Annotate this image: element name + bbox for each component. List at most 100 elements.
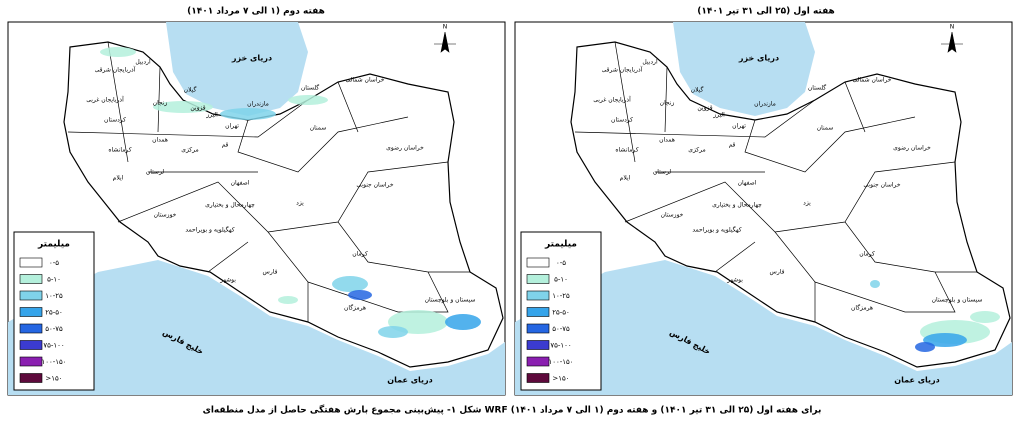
- legend-swatch: [19, 340, 43, 350]
- legend-label: ۱۰-۲۵: [45, 292, 63, 300]
- precip-area: [332, 276, 368, 292]
- legend-label: ۲۵-۵۰: [45, 309, 63, 317]
- province-label: خراسان رضوی: [386, 145, 424, 152]
- province-label: مرکزی: [688, 147, 705, 154]
- province-label: البرز: [205, 112, 218, 119]
- province-label: یزد: [296, 200, 304, 207]
- legend-swatch: [19, 290, 43, 301]
- province-label: خراسان جنوبی: [356, 182, 393, 189]
- iran-border: [570, 41, 1011, 368]
- province-label: زنجان: [660, 100, 675, 107]
- precip-area: [288, 95, 328, 105]
- province-label: البرز: [712, 112, 725, 119]
- legend-label: ۵۰-۷۵: [552, 325, 570, 333]
- province-label: همدان: [659, 137, 675, 144]
- province-label: خراسان رضوی: [893, 145, 931, 152]
- legend-label: >۱۵۰: [45, 375, 62, 383]
- province-label: ایلام: [620, 175, 631, 182]
- province-label: تهران: [732, 123, 746, 130]
- north-label: N: [443, 24, 448, 31]
- province-label: اصفهان: [738, 180, 757, 187]
- province-label: قم: [729, 142, 736, 149]
- province-label: گیلان: [184, 86, 197, 94]
- legend-swatch: [19, 257, 43, 268]
- legend-swatch: [526, 323, 550, 334]
- legend-label: ۱۰۰-۱۵۰: [548, 358, 573, 366]
- sea: [515, 260, 1012, 395]
- province-label: بوشهر: [219, 277, 236, 284]
- precip-area: [870, 280, 880, 288]
- province-label: یزد: [803, 200, 811, 207]
- province-label: قزوین: [697, 105, 712, 112]
- province-label: فارس: [263, 269, 278, 276]
- province-label: سمنان: [310, 125, 327, 132]
- province-label: مرکزی: [181, 147, 198, 154]
- province-label: کرمانشاه: [108, 147, 131, 154]
- precip-area: [100, 47, 136, 57]
- legend-label: ۰-۵: [49, 259, 59, 267]
- legend-label: ۵-۱۰: [554, 276, 568, 284]
- legend-swatch: [526, 257, 550, 268]
- legend-swatch: [19, 356, 43, 367]
- province-label: قم: [222, 142, 229, 149]
- province-label: مازندران: [247, 101, 269, 108]
- province-label: اردبیل: [642, 59, 658, 66]
- province-label: سمنان: [817, 125, 834, 132]
- legend-label: ۱۰-۲۵: [552, 292, 570, 300]
- province-label: هرمزگان: [344, 304, 366, 312]
- province-label: خوزستان: [661, 212, 684, 219]
- panel-title: هفته دوم (۱ الی ۷ مرداد ۱۴۰۱): [187, 7, 325, 17]
- legend-label: ۱۰۰-۱۵۰: [41, 358, 66, 366]
- province-label: سیستان و بلوچستان: [932, 297, 983, 304]
- precip-area: [923, 333, 967, 347]
- sea: [8, 260, 505, 395]
- province-label: مازندران: [754, 101, 776, 108]
- province-label: آذربایجان غربی: [86, 95, 124, 104]
- province-label: خراسان شمالی: [852, 77, 891, 84]
- legend-swatch: [526, 307, 550, 317]
- province-label: سیستان و بلوچستان: [425, 297, 476, 304]
- province-label: قزوین: [190, 105, 205, 112]
- province-label: فارس: [770, 269, 785, 276]
- sea-label: دریای خزر: [738, 54, 779, 63]
- province-label: کردستان: [104, 117, 126, 124]
- province-label: گلستان: [301, 84, 319, 92]
- province-label: تهران: [225, 123, 239, 130]
- province-label: کهگیلویه و بویراحمد: [692, 226, 741, 234]
- legend-label: ۵-۱۰: [47, 276, 61, 284]
- precip-area: [278, 296, 298, 304]
- legend-label: ۷۵-۱۰۰: [43, 342, 64, 350]
- precip-area: [970, 311, 1000, 323]
- sea-label: دریای عمان: [387, 376, 433, 385]
- legend-swatch: [526, 274, 550, 284]
- province-label: اردبیل: [135, 59, 151, 66]
- legend-label: ۲۵-۵۰: [552, 309, 570, 317]
- legend-title: میلیمتر: [544, 240, 577, 250]
- precip-area: [153, 101, 213, 113]
- north-arrow: [434, 31, 456, 53]
- province-label: همدان: [152, 137, 168, 144]
- precip-area: [915, 342, 935, 352]
- legend-swatch: [526, 356, 550, 367]
- legend-swatch: [19, 373, 43, 383]
- legend-swatch: [526, 373, 550, 383]
- precip-area: [220, 108, 276, 120]
- legend-label: >۱۵۰: [552, 375, 569, 383]
- caption: شکل ۱- پیش‌بینی مجموع بارش هفتگی حاصل از…: [203, 404, 822, 416]
- province-label: خوزستان: [154, 212, 177, 219]
- legend-label: ۷۵-۱۰۰: [550, 342, 571, 350]
- legend-swatch: [19, 274, 43, 284]
- precip-area: [445, 314, 481, 330]
- province-borders: [574, 41, 977, 322]
- sea-label: دریای عمان: [894, 376, 940, 385]
- precip-area: [348, 290, 372, 300]
- province-label: کرمان: [859, 251, 875, 258]
- province-label: زنجان: [153, 100, 168, 107]
- legend-label: ۵۰-۷۵: [45, 325, 63, 333]
- province-label: کهگیلویه و بویراحمد: [185, 226, 234, 234]
- panel-title: هفته اول (۲۵ الی ۳۱ تیر ۱۴۰۱): [697, 7, 835, 17]
- legend-label: ۰-۵: [556, 259, 566, 267]
